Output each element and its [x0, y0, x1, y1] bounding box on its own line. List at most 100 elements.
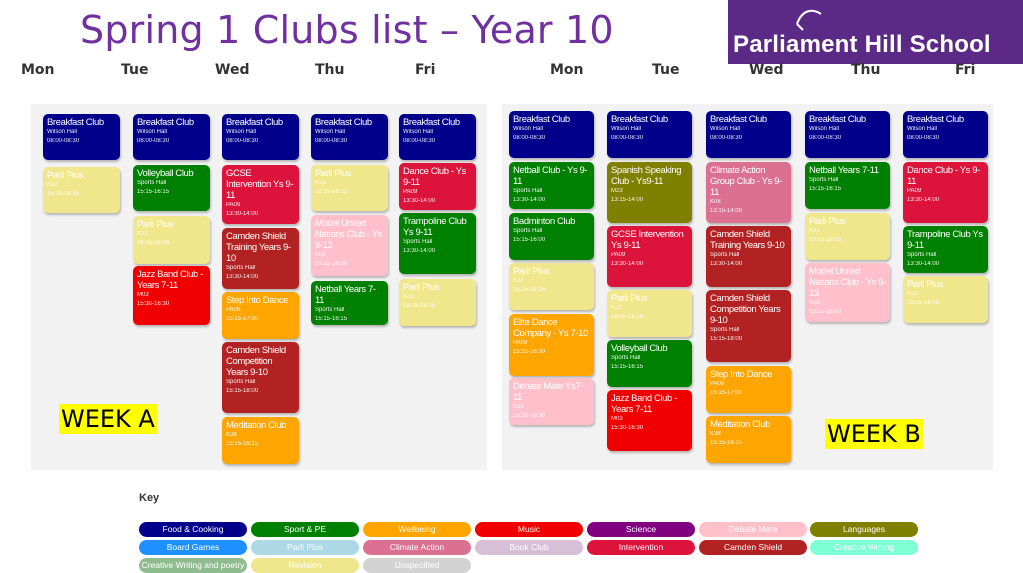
club-time: 08:00-08:30	[47, 138, 80, 144]
club-time: 15:15-18:00	[710, 336, 743, 342]
club-card: Breakfast Club Wilson Hall 08:00-08:30	[509, 111, 594, 158]
club-name: Netball Club - Ys 9-11	[513, 165, 588, 187]
day-header-wed: Wed	[215, 62, 250, 78]
club-name: Jazz Band Club - Years 7-11	[137, 269, 203, 291]
club-card: Step Into Dance PA09 15:15-17:00	[222, 292, 299, 339]
club-location: Sports Hall	[403, 239, 433, 245]
club-card: Breakfast Club Wilson Hall 08:00-08:30	[133, 114, 210, 160]
club-location: Wilson Hall	[513, 126, 544, 132]
club-name: GCSE Intervention Ys 9-11	[611, 229, 684, 251]
club-card: Parli Plus K22 15:15-16:15	[805, 213, 890, 260]
club-location: Sports Hall	[226, 265, 256, 271]
key-item: Camden Shield	[699, 540, 807, 555]
club-location: Wilson Hall	[226, 129, 257, 135]
club-location: K22	[403, 294, 414, 300]
club-name: Dance Club - Ys 9-11	[403, 166, 466, 188]
club-name: Breakfast Club	[315, 117, 372, 128]
club-card: Badminton Club Sports Hall 15:15-16:00	[509, 213, 594, 260]
club-card: Breakfast Club Wilson Hall 08:00-08:30	[311, 114, 388, 160]
day-header-mon: Mon	[21, 62, 55, 78]
club-card: Meditation Club K38 15:15-16:15	[706, 416, 791, 463]
day-header-tue: Tue	[652, 62, 680, 78]
club-name: Breakfast Club	[137, 117, 194, 128]
club-location: K12	[513, 404, 524, 410]
club-time: 08:00-08:30	[403, 138, 436, 144]
club-location: Sports Hall	[226, 379, 256, 385]
key-item: Music	[475, 522, 583, 537]
club-card: Breakfast Club Wilson Hall 08:00-08:30	[805, 111, 890, 158]
club-time: 13:30-14:00	[611, 261, 644, 267]
club-time: 15:15-17:00	[710, 390, 743, 396]
club-card: Jazz Band Club - Years 7-11 M03 15:30-16:3…	[133, 266, 210, 325]
day-header-fri: Fri	[955, 62, 976, 78]
club-time: 08:00-08:30	[710, 135, 743, 141]
club-location: M03	[611, 416, 623, 422]
club-location: PA09	[710, 381, 725, 387]
club-location: Sports Hall	[137, 180, 167, 186]
club-name: Meditation Club	[226, 420, 287, 431]
club-card: Breakfast Club Wilson Hall 08:00-08:30	[43, 114, 120, 160]
club-location: K08	[315, 252, 326, 258]
club-card: Debate Mate Ys7-11 K12 15:30-16:30	[509, 378, 594, 425]
logo-text: Parliament Hill School	[733, 31, 991, 58]
club-card: GCSE Intervention Ys 9-11 PA09 13:30-14:00	[607, 226, 692, 287]
club-location: Wilson Hall	[315, 129, 346, 135]
club-card: Camden Shield Competition Years 9-10 Spor…	[706, 290, 791, 362]
club-time: 15:30-16:30	[513, 413, 546, 419]
club-time: 15:15-16:15	[710, 440, 743, 446]
club-name: Parli Plus	[403, 282, 440, 293]
club-time: 08:00-08:30	[611, 135, 644, 141]
club-card: Parli Plus K22 15:15-16:15	[399, 279, 476, 326]
club-location: Wilson Hall	[611, 126, 642, 132]
club-name: Breakfast Club	[47, 117, 104, 128]
club-time: 13:30-14:00	[403, 248, 436, 254]
club-card: Volleyball Club Sports Hall 15:15-16:15	[133, 165, 210, 211]
club-card: Camden Shield Training Years 9-10 Sports …	[706, 226, 791, 287]
club-location: M03	[137, 292, 149, 298]
club-time: 15:15-16:15	[809, 237, 842, 243]
club-location: K22	[137, 231, 148, 237]
club-time: 15:30-16:30	[611, 425, 644, 431]
club-card: Breakfast Club Wilson Hall 08:00-08:30	[222, 114, 299, 160]
club-card: Breakfast Club Wilson Hall 08:00-08:30	[706, 111, 791, 158]
club-card: GCSE Intervention Ys 9-11 PA09 13:30-14:00	[222, 165, 299, 224]
club-name: Trampoline Club Ys 9-11	[403, 216, 467, 238]
club-time: 15:15-17:00	[226, 316, 259, 322]
club-location: Sports Hall	[611, 355, 641, 361]
club-card: Elite Dance Company - Ys 7-10 PA09 15:15-1…	[509, 314, 594, 376]
club-name: Camden Shield Competition Years 9-10	[710, 293, 781, 326]
day-header-tue: Tue	[121, 62, 149, 78]
club-card: Camden Shield Competition Years 9-10 Spor…	[222, 342, 299, 413]
club-location: K08	[809, 300, 820, 306]
club-card: Dance Club - Ys 9-11 PA09 13:30-14:00	[399, 163, 476, 210]
club-time: 13:30-14:00	[907, 261, 940, 267]
day-header-mon: Mon	[550, 62, 584, 78]
club-name: Debate Mate Ys7-11	[513, 381, 583, 403]
club-time: 15:15-16:15	[226, 441, 259, 447]
club-location: K22	[47, 182, 58, 188]
club-time: 15:15-16:15	[611, 364, 644, 370]
club-location: Wilson Hall	[907, 126, 938, 132]
club-card: Climate Action Group Club - Ys 9-11 K08 13…	[706, 162, 791, 223]
club-name: Breakfast Club	[513, 114, 570, 125]
day-header-thu: Thu	[851, 62, 881, 78]
club-card: Volleyball Club Sports Hall 15:15-16:15	[607, 340, 692, 387]
key-item: Unspecified	[363, 558, 471, 573]
club-card: Camden Shield Training Years 9-10 Sports …	[222, 228, 299, 289]
club-card: Spanish Speaking Club - Ys9-11 M23 13:15-1…	[607, 162, 692, 223]
club-card: Trampoline Club Ys 9-11 Sports Hall 13:30-…	[399, 213, 476, 274]
club-name: GCSE Intervention Ys 9-11	[226, 168, 294, 201]
club-time: 15:15-16:15	[47, 191, 80, 197]
club-location: PA09	[513, 340, 528, 346]
club-name: Camden Shield Competition Years 9-10	[226, 345, 286, 378]
club-name: Step Into Dance	[226, 295, 289, 306]
key-item: Sport & PE	[251, 522, 359, 537]
club-name: Breakfast Club	[403, 117, 460, 128]
club-time: 15:15-16:15	[137, 240, 170, 246]
club-location: K22	[315, 180, 326, 186]
club-name: Dance Club - Ys 9-11	[907, 165, 980, 187]
club-time: 15:15-16:15	[403, 303, 436, 309]
club-time: 15:15-16:15	[809, 186, 842, 192]
club-time: 08:00-08:30	[315, 138, 348, 144]
club-name: Parli Plus	[907, 279, 944, 290]
